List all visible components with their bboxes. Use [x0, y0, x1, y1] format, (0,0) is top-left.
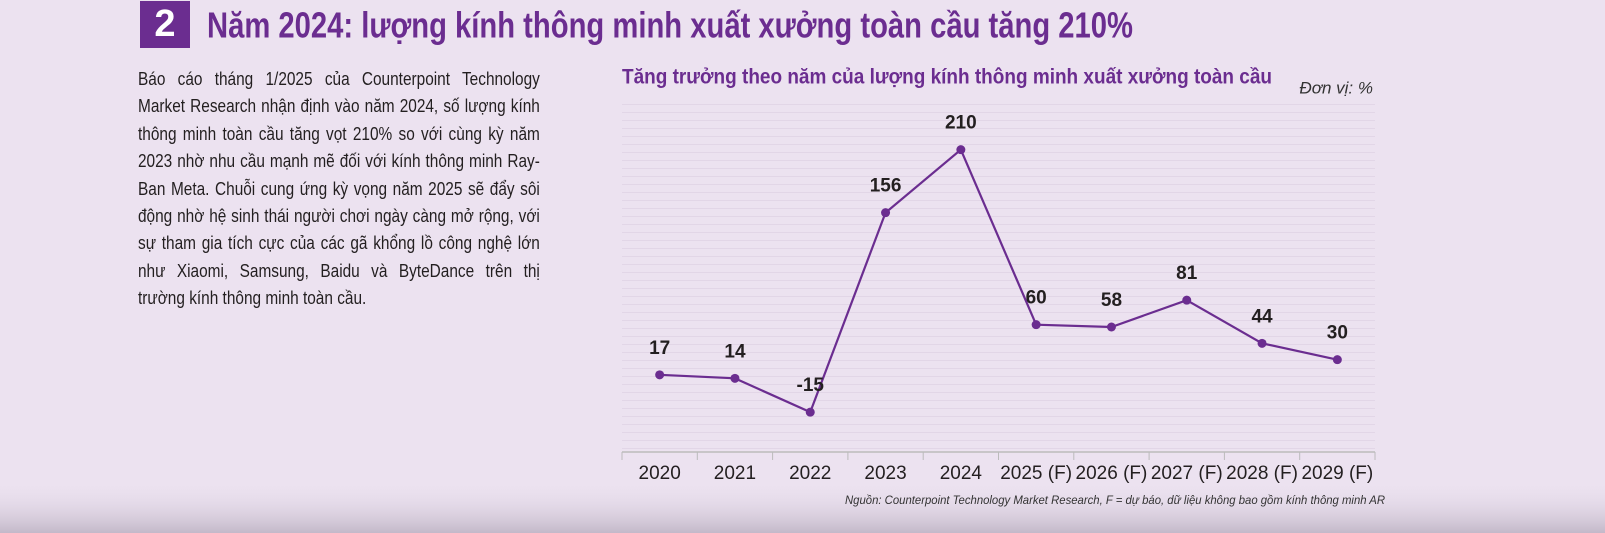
unit-label: Đơn vị: % — [1299, 78, 1373, 97]
data-label: 30 — [1327, 323, 1348, 344]
series-line — [659, 147, 1338, 414]
data-label: 14 — [724, 341, 746, 362]
data-point — [956, 145, 966, 155]
data-label: 210 — [945, 113, 977, 134]
x-tick-label: 2021 — [714, 463, 756, 484]
bottom-shade — [0, 480, 1605, 533]
section-badge — [140, 1, 190, 48]
data-label: 81 — [1176, 263, 1198, 284]
x-tick-label: 2029 (F) — [1301, 463, 1373, 484]
data-point — [655, 370, 665, 380]
chart-title: Tăng trưởng theo năm của lượng kính thôn… — [622, 66, 1272, 89]
x-tick-label: 2027 (F) — [1151, 463, 1223, 484]
source-note: Nguồn: Counterpoint Technology Market Re… — [845, 493, 1385, 507]
x-tick-label: 2026 (F) — [1076, 463, 1148, 484]
x-tick-label: 2028 (F) — [1226, 463, 1298, 484]
x-tick-label: 2023 — [864, 463, 906, 484]
data-point — [730, 373, 740, 383]
x-tick-label: 2020 — [639, 463, 681, 484]
data-label: 58 — [1101, 290, 1122, 311]
plot-background — [622, 100, 1375, 452]
x-tick-label: 2024 — [940, 463, 983, 484]
data-point — [881, 208, 891, 218]
data-label: 60 — [1026, 288, 1047, 309]
section-number: 2 — [154, 3, 175, 45]
x-tick-label: 2025 (F) — [1000, 463, 1072, 484]
data-label: 44 — [1251, 306, 1273, 327]
data-point — [1031, 320, 1041, 330]
data-point — [1257, 338, 1267, 348]
x-tick-label: 2022 — [789, 463, 831, 484]
data-label: 156 — [870, 176, 902, 197]
heading: Năm 2024: lượng kính thông minh xuất xưở… — [207, 5, 1133, 46]
data-point — [1182, 295, 1192, 305]
data-label: 17 — [649, 338, 670, 359]
data-label: -15 — [797, 375, 825, 396]
data-point — [1332, 355, 1342, 365]
data-point — [1106, 322, 1116, 332]
data-point — [805, 407, 815, 417]
body-text: Báo cáo tháng 1/2025 của Counterpoint Te… — [138, 69, 540, 309]
